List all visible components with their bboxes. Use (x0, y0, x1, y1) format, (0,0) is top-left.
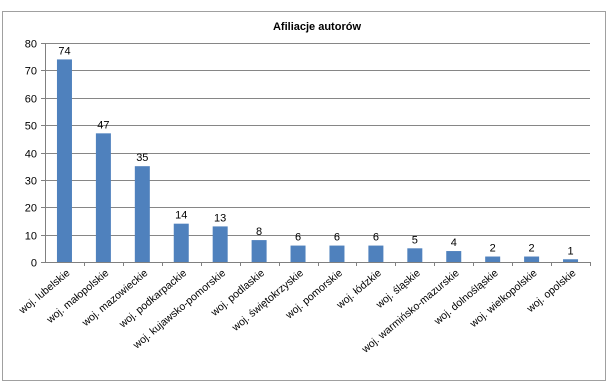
bar (173, 223, 189, 262)
data-label: 74 (58, 45, 70, 57)
bar (95, 133, 111, 262)
y-tick-label: 50 (25, 121, 37, 133)
data-label: 2 (490, 243, 496, 255)
y-tick-label: 70 (25, 66, 37, 78)
y-tick-label: 40 (25, 149, 37, 161)
bar (56, 59, 72, 262)
data-label: 1 (567, 245, 573, 257)
bar (485, 256, 501, 262)
bar (524, 256, 540, 262)
bar (368, 245, 384, 262)
bar (407, 248, 423, 262)
y-tick-label: 60 (25, 94, 37, 106)
y-tick-label: 80 (25, 39, 37, 51)
data-labels: 74 47 35 14 13 8 6 6 6 5 4 2 2 1 (58, 45, 573, 257)
data-label: 14 (175, 210, 187, 222)
bar (134, 166, 150, 262)
chart-title: Afiliacje autorów (273, 21, 361, 33)
bar (251, 240, 267, 262)
y-tick-label: 20 (25, 203, 37, 215)
data-label: 13 (214, 212, 226, 224)
y-axis-ticks: 0 10 20 30 40 50 60 70 80 (25, 39, 45, 270)
data-label: 5 (412, 234, 418, 246)
bars (56, 59, 591, 266)
data-label: 6 (373, 232, 379, 244)
bar (290, 245, 306, 262)
data-label: 6 (295, 232, 301, 244)
bar (329, 245, 345, 262)
bar (446, 251, 462, 262)
data-label: 4 (451, 237, 457, 249)
chart-border (2, 11, 606, 381)
y-tick-label: 10 (25, 231, 37, 243)
bar (212, 226, 228, 262)
data-label: 6 (334, 232, 340, 244)
y-tick-label: 30 (25, 176, 37, 188)
data-label: 47 (97, 119, 109, 131)
data-label: 8 (256, 226, 262, 238)
y-tick-label: 0 (31, 258, 37, 270)
data-label: 2 (529, 243, 535, 255)
data-label: 35 (136, 152, 148, 164)
bar (563, 259, 579, 262)
